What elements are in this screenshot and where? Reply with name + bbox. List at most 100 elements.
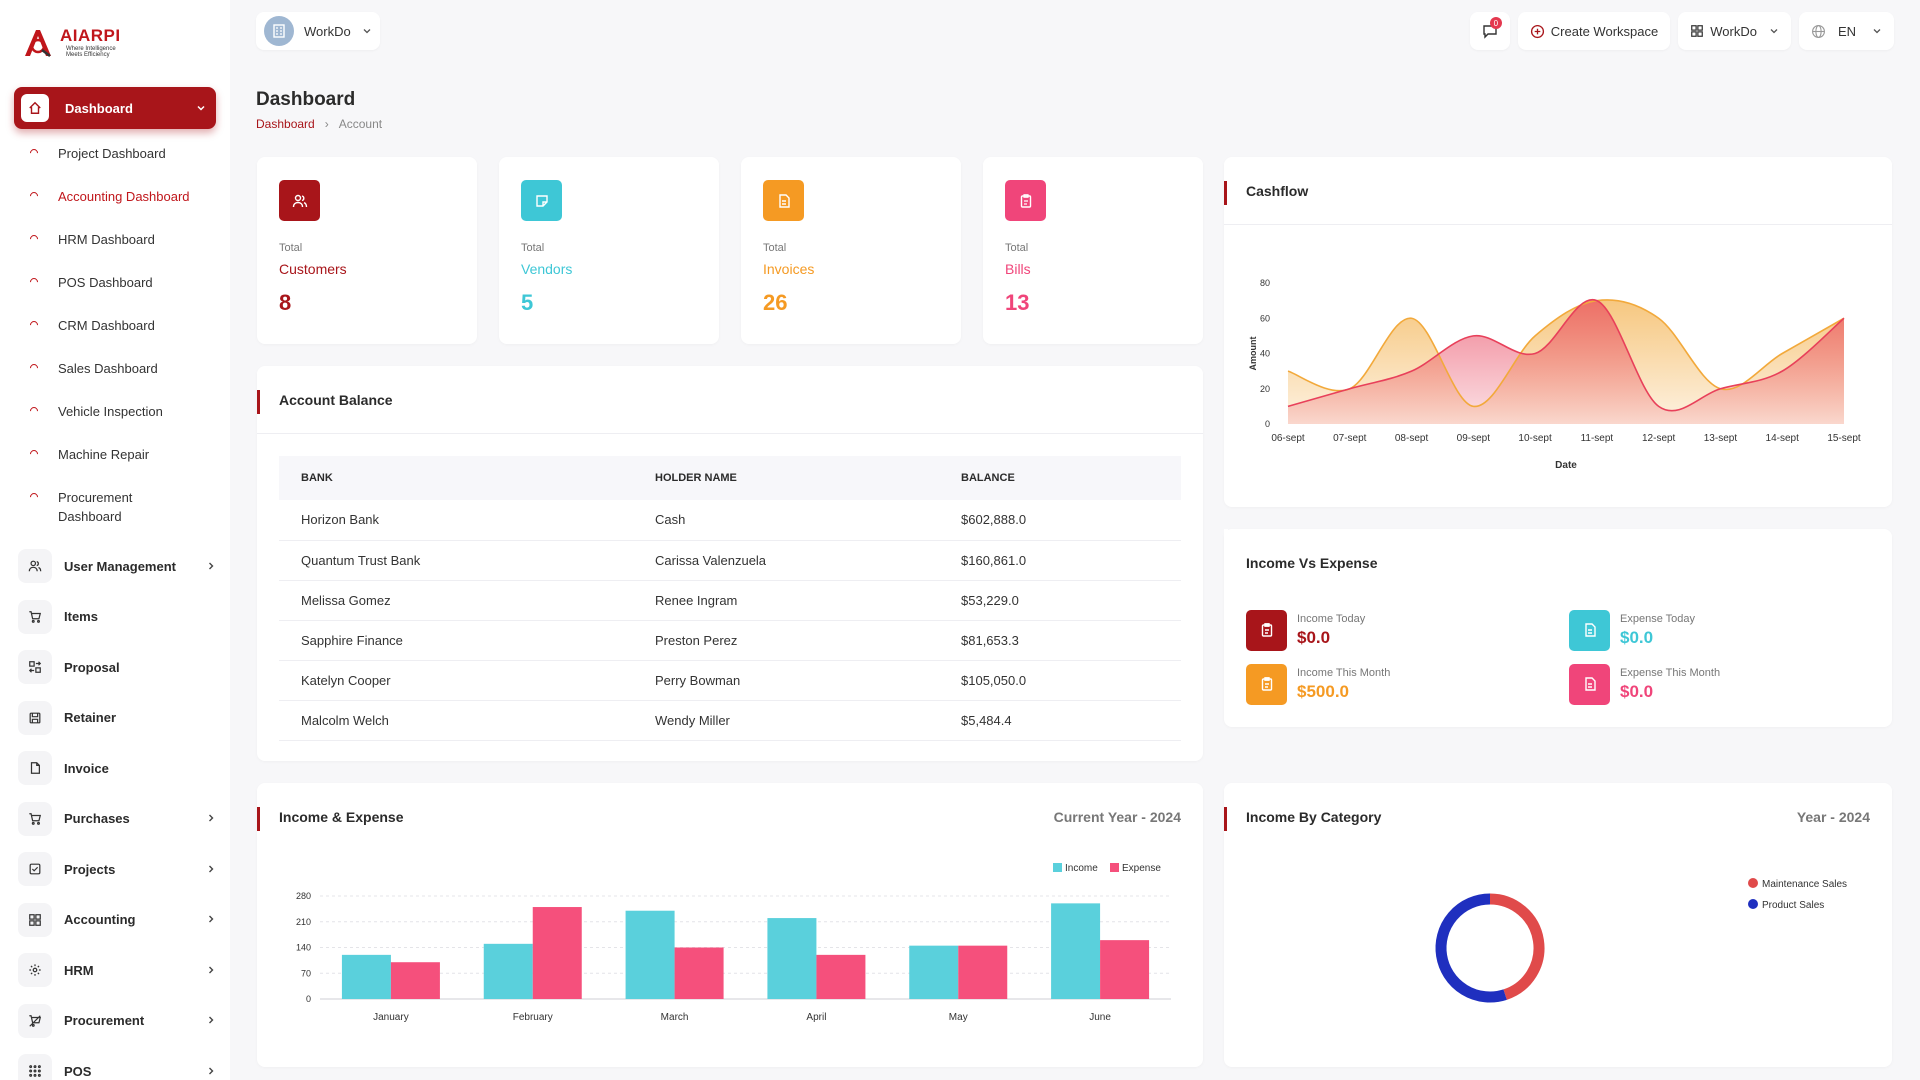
- submenu-item-machine-repair[interactable]: Machine Repair: [28, 445, 220, 488]
- bar-expense-june[interactable]: [1100, 940, 1150, 999]
- home-icon: [21, 94, 49, 122]
- sidebar-item-procurement[interactable]: Procurement: [18, 996, 218, 1047]
- create-workspace-button[interactable]: Create Workspace: [1517, 12, 1671, 50]
- bar-income-april[interactable]: [767, 918, 817, 999]
- column-header-balance: BALANCE: [939, 456, 1181, 500]
- file-icon: [1569, 609, 1610, 651]
- submenu-item-vehicle-inspection[interactable]: Vehicle Inspection: [28, 402, 220, 445]
- sidebar-item-projects[interactable]: Projects: [18, 844, 218, 895]
- income-vs-expense-title: Income Vs Expense: [1246, 555, 1378, 571]
- bar-income-february[interactable]: [483, 943, 533, 999]
- sidebar-item-user-management[interactable]: User Management: [18, 541, 218, 592]
- dashboard-submenu: Project Dashboard Accounting Dashboard H…: [28, 144, 220, 548]
- workspace-name: WorkDo: [304, 23, 351, 39]
- holder-cell: Preston Perez: [633, 620, 939, 661]
- summary-income-today: Income Today $0.0: [1246, 609, 1569, 651]
- stat-value: 13: [1005, 290, 1030, 315]
- x-axis-label: Date: [1555, 460, 1577, 471]
- submenu-label: Procurement Dashboard: [58, 490, 133, 524]
- donut-slice-product-sales[interactable]: [1435, 893, 1507, 1003]
- submenu-label: CRM Dashboard: [58, 318, 155, 333]
- x-tick-label: 06-sept: [1271, 433, 1305, 444]
- submenu-item-sales-dashboard[interactable]: Sales Dashboard: [28, 359, 220, 402]
- sidebar-item-accounting[interactable]: Accounting: [18, 895, 218, 946]
- clipboard-icon: [1246, 609, 1287, 651]
- bullet-icon: [28, 147, 40, 159]
- x-tick-label: June: [1089, 1012, 1111, 1023]
- users-icon: [18, 549, 52, 584]
- cashflow-area-1: [1288, 299, 1844, 424]
- submenu-item-pos-dashboard[interactable]: POS Dashboard: [28, 273, 220, 316]
- breadcrumb-home-link[interactable]: Dashboard: [256, 117, 315, 131]
- bar-income-may[interactable]: [909, 945, 959, 999]
- cart-icon: [18, 599, 52, 634]
- legend-label-income[interactable]: Income: [1065, 863, 1098, 874]
- brand-logo[interactable]: AIARPI Where Intelligence Meets Efficien…: [22, 26, 121, 58]
- sidebar-item-invoice[interactable]: Invoice: [18, 743, 218, 794]
- bank-cell: Sapphire Finance: [279, 620, 633, 661]
- donut-slice-maintenance-sales[interactable]: [1489, 893, 1545, 1000]
- bar-income-june[interactable]: [1051, 903, 1101, 999]
- stat-card-vendors: Total Vendors 5: [499, 157, 719, 344]
- income-expense-chart: 0 70 140 210 280 January February March April May…: [296, 863, 1171, 1023]
- language-select[interactable]: EN: [1798, 12, 1894, 50]
- bar-expense-april[interactable]: [816, 954, 866, 999]
- holder-cell: Carissa Valenzuela: [633, 540, 939, 581]
- sidebar-item-retainer[interactable]: Retainer: [18, 693, 218, 744]
- chevron-right-icon: [204, 1064, 218, 1079]
- stat-name: Bills: [1005, 261, 1031, 277]
- account-balance-title: Account Balance: [279, 391, 393, 408]
- bar-expense-february[interactable]: [532, 907, 582, 999]
- bar-income-january[interactable]: [341, 954, 391, 999]
- x-tick-label: 09-sept: [1457, 433, 1491, 444]
- sidebar-item-items[interactable]: Items: [18, 592, 218, 643]
- sidebar-item-purchases[interactable]: Purchases: [18, 794, 218, 845]
- submenu-item-accounting-dashboard[interactable]: Accounting Dashboard: [28, 187, 220, 230]
- submenu-item-crm-dashboard[interactable]: CRM Dashboard: [28, 316, 220, 359]
- legend-label[interactable]: Maintenance Sales: [1762, 879, 1847, 890]
- summary-expense-this-month: Expense This Month $0.0: [1569, 663, 1869, 705]
- building-icon: [273, 24, 285, 38]
- income-expense-card: Income & Expense Current Year - 2024 0 70…: [257, 783, 1203, 1067]
- table-header-row: BANK HOLDER NAME BALANCE: [279, 456, 1181, 500]
- account-balance-table: BANK HOLDER NAME BALANCE Horizon Bank Cas…: [279, 456, 1181, 741]
- users-icon: [279, 180, 320, 221]
- legend-label-expense[interactable]: Expense: [1122, 863, 1161, 874]
- y-tick-label: 210: [296, 917, 311, 927]
- stat-value: 8: [279, 290, 292, 315]
- chevron-down-icon: [362, 24, 372, 39]
- table-row: Sapphire Finance Preston Perez $81,653.3: [279, 620, 1181, 661]
- bar-expense-january[interactable]: [390, 962, 440, 999]
- sidebar-item-label: POS: [64, 1063, 92, 1079]
- workspace-menu-button[interactable]: WorkDo: [1678, 12, 1791, 50]
- notifications-button[interactable]: 0: [1469, 12, 1510, 50]
- sidebar-item-hrm[interactable]: HRM: [18, 945, 218, 996]
- bank-cell: Quantum Trust Bank: [279, 540, 633, 581]
- checkbox-icon: [18, 852, 52, 887]
- sidebar-item-label: Invoice: [64, 760, 109, 776]
- submenu-item-project-dashboard[interactable]: Project Dashboard: [28, 144, 220, 187]
- sidebar-item-proposal[interactable]: Proposal: [18, 642, 218, 693]
- submenu-item-hrm-dashboard[interactable]: HRM Dashboard: [28, 230, 220, 273]
- stat-name: Vendors: [521, 261, 573, 277]
- submenu-label: Project Dashboard: [58, 146, 166, 161]
- bar-expense-may[interactable]: [958, 945, 1008, 999]
- submenu-item-procurement-dashboard[interactable]: Procurement Dashboard: [28, 488, 160, 548]
- bank-cell: Katelyn Cooper: [279, 660, 633, 701]
- sidebar-item-label: Purchases: [64, 811, 130, 827]
- sidebar-item-pos[interactable]: POS: [18, 1046, 218, 1080]
- breadcrumb: Dashboard › Account: [256, 117, 382, 131]
- sidebar-item-dashboard[interactable]: Dashboard: [14, 87, 216, 129]
- stat-name: Customers: [279, 261, 347, 277]
- submenu-label: Sales Dashboard: [58, 361, 158, 376]
- income-by-category-period: Year - 2024: [1796, 809, 1870, 825]
- x-tick-label: 08-sept: [1395, 433, 1429, 444]
- bar-expense-march[interactable]: [674, 947, 724, 1000]
- brand-tagline-2: Meets Efficiency: [66, 52, 110, 58]
- workspace-select[interactable]: WorkDo: [256, 12, 380, 50]
- stat-small-label: Total: [521, 242, 545, 254]
- legend-label[interactable]: Product Sales: [1762, 900, 1824, 911]
- bar-income-march[interactable]: [625, 910, 675, 999]
- income-by-category-card: Income By Category Year - 2024 Maintenan…: [1224, 783, 1892, 1067]
- y-tick-label: 140: [296, 943, 311, 953]
